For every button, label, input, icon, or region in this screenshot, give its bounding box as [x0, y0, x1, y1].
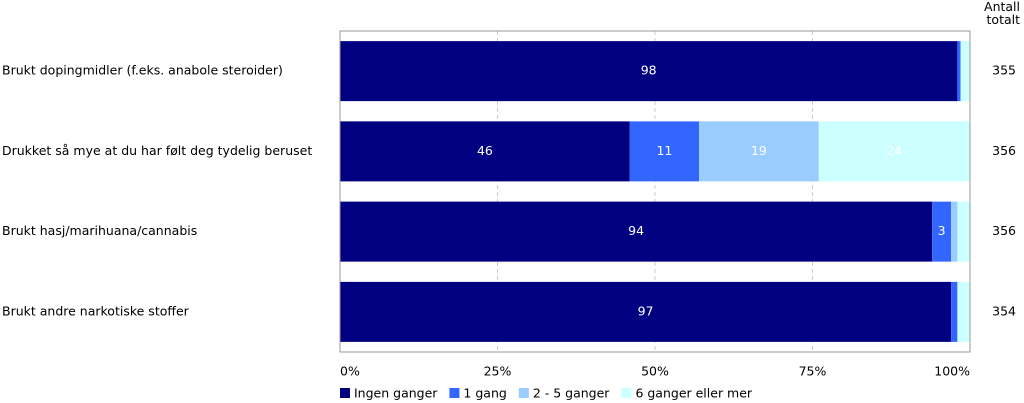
bar-segment [340, 41, 958, 102]
bar-segment [340, 121, 630, 182]
bar-segment [340, 201, 933, 262]
bar-segment [340, 281, 952, 342]
x-tick-label: 100% [934, 364, 970, 379]
bar-segment [960, 41, 970, 102]
x-tick-label: 50% [641, 364, 669, 379]
bar-segment [699, 121, 819, 182]
value-label: 11 [656, 143, 672, 158]
legend-label: Ingen ganger [354, 386, 438, 401]
legend-label: 2 - 5 ganger [533, 386, 610, 401]
bar-segment [818, 121, 970, 182]
count-header: Antall totalt [984, 0, 1020, 27]
count-label: 354 [992, 303, 1016, 318]
bar-segment [951, 201, 958, 262]
value-label: 97 [638, 303, 654, 318]
value-label: 19 [751, 143, 767, 158]
legend-swatch [449, 388, 460, 398]
bar-segment [629, 121, 700, 182]
legend-label: 6 ganger eller mer [635, 386, 752, 401]
x-tick-label: 25% [484, 364, 512, 379]
bar-segment [957, 41, 961, 102]
legend-swatch [518, 388, 529, 398]
value-label: 3 [938, 223, 946, 238]
bar-segment [957, 201, 970, 262]
x-tick-label: 0% [340, 364, 360, 379]
bar-segment [957, 281, 970, 342]
category-label: Brukt dopingmidler (f.eks. anabole stero… [2, 63, 283, 78]
value-label: 24 [886, 143, 902, 158]
legend-label: 1 gang [463, 386, 506, 401]
count-label: 356 [992, 223, 1016, 238]
value-label: 46 [477, 143, 493, 158]
count-label: 356 [992, 143, 1016, 158]
plot-border [339, 30, 971, 353]
count-label: 355 [992, 63, 1016, 78]
bar-segment [932, 201, 952, 262]
value-label: 94 [628, 223, 644, 238]
category-label: Drukket så mye at du har følt deg tydeli… [2, 143, 312, 158]
bar-segment [951, 281, 958, 342]
category-label: Brukt andre narkotiske stoffer [2, 303, 190, 318]
x-tick-label: 75% [799, 364, 827, 379]
category-label: Brukt hasj/marihuana/cannabis [2, 223, 197, 238]
value-label: 98 [641, 63, 657, 78]
legend-swatch [621, 388, 632, 398]
legend-swatch [340, 388, 350, 398]
